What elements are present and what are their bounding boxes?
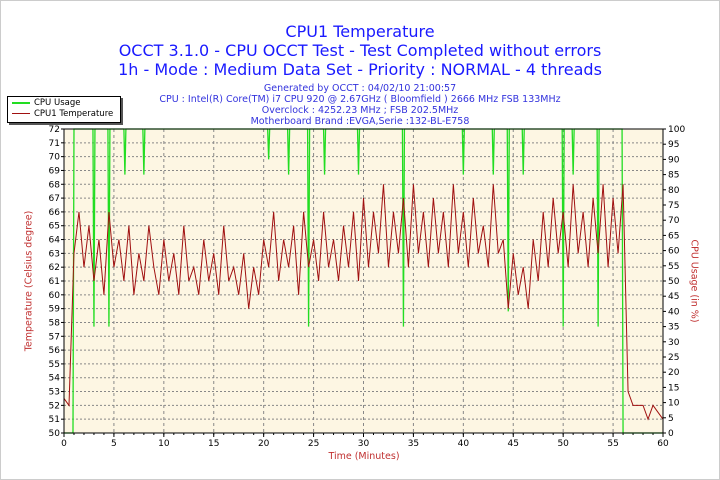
x-tick-label: 55 xyxy=(607,439,618,449)
y2-tick-label: 25 xyxy=(668,353,679,363)
legend-label: CPU Usage xyxy=(34,98,81,108)
temperature-line xyxy=(63,184,664,421)
x-tick-label: 50 xyxy=(557,439,569,449)
y2-tick-label: 85 xyxy=(668,171,679,181)
y-tick-label: 52 xyxy=(49,401,60,411)
legend: CPU Usage CPU1 Temperature xyxy=(7,96,121,123)
y-tick-label: 69 xyxy=(49,166,61,176)
legend-label: CPU1 Temperature xyxy=(34,109,114,119)
generated-info: Generated by OCCT : 04/02/10 21:00:57 xyxy=(263,83,457,94)
x-tick-label: 35 xyxy=(408,439,419,449)
y2-tick-label: 10 xyxy=(668,399,680,409)
y-tick-label: 70 xyxy=(49,153,61,163)
y-tick-label: 61 xyxy=(49,277,60,287)
y2-tick-label: 90 xyxy=(668,155,680,165)
y2-tick-label: 5 xyxy=(668,414,674,424)
y2-tick-label: 50 xyxy=(668,277,680,287)
motherboard-info: Motherboard Brand :EVGA,Serie :132-BL-E7… xyxy=(250,116,470,127)
y2-tick-label: 70 xyxy=(668,216,680,226)
legend-item-temperature: CPU1 Temperature xyxy=(12,109,113,120)
y2-tick-label: 15 xyxy=(668,383,679,393)
overclock-info: Overclock : 4252.23 MHz ; FSB 202.5MHz xyxy=(261,105,459,116)
y-tick-label: 58 xyxy=(49,318,61,328)
y2-tick-label: 80 xyxy=(668,186,680,196)
y2-tick-label: 75 xyxy=(668,201,679,211)
plot-border xyxy=(63,128,664,434)
x-tick-label: 45 xyxy=(508,439,519,449)
x-tick-label: 20 xyxy=(258,439,270,449)
y-tick-label: 62 xyxy=(49,263,60,273)
y-axis-label: Temperature (Celsius degree) xyxy=(23,210,35,352)
chart-subtitle-test: OCCT 3.1.0 - CPU OCCT Test - Test Comple… xyxy=(118,41,602,60)
y-tick-label: 64 xyxy=(49,236,61,246)
y2-tick-label: 65 xyxy=(668,231,679,241)
legend-item-cpu-usage: CPU Usage xyxy=(12,98,80,109)
y-tick-label: 72 xyxy=(49,125,60,135)
y2-tick-label: 20 xyxy=(668,368,680,378)
x-axis-label: Time (Minutes) xyxy=(328,451,400,462)
y-tick-label: 56 xyxy=(49,346,61,356)
legend-swatch xyxy=(12,101,30,104)
y2-tick-label: 45 xyxy=(668,292,679,302)
cpu-info: CPU : Intel(R) Core(TM) i7 CPU 920 @ 2.6… xyxy=(159,94,561,105)
y2-tick-label: 60 xyxy=(668,247,680,257)
y-tick-label: 67 xyxy=(49,194,60,204)
y-tick-label: 63 xyxy=(49,249,60,259)
x-tick-label: 10 xyxy=(158,439,170,449)
y2-tick-label: 100 xyxy=(668,125,685,135)
y-tick-label: 60 xyxy=(49,291,61,301)
x-tick-label: 40 xyxy=(458,439,470,449)
y2-tick-label: 95 xyxy=(668,140,679,150)
x-tick-label: 5 xyxy=(111,439,117,449)
y2-axis-label: CPU Usage (in %) xyxy=(688,239,700,323)
x-tick-label: 25 xyxy=(308,439,319,449)
y-tick-label: 57 xyxy=(49,332,60,342)
y-tick-label: 50 xyxy=(49,429,61,439)
chart-title: CPU1 Temperature xyxy=(285,22,435,41)
y2-tick-label: 55 xyxy=(668,262,679,272)
y-tick-label: 66 xyxy=(49,208,61,218)
y-tick-label: 55 xyxy=(49,360,60,370)
y-tick-label: 59 xyxy=(49,305,61,315)
chart-subtitle-mode: 1h - Mode : Medium Data Set - Priority :… xyxy=(118,60,602,79)
y2-tick-label: 30 xyxy=(668,338,680,348)
x-tick-label: 0 xyxy=(61,439,67,449)
legend-swatch xyxy=(12,113,30,114)
cpu-usage-line xyxy=(64,128,663,434)
x-tick-label: 60 xyxy=(657,439,669,449)
y-tick-label: 54 xyxy=(49,374,61,384)
y-tick-label: 71 xyxy=(49,139,60,149)
y-tick-label: 53 xyxy=(49,388,60,398)
y-tick-label: 65 xyxy=(49,222,60,232)
y-tick-label: 68 xyxy=(49,180,61,190)
x-tick-label: 30 xyxy=(358,439,370,449)
y2-tick-label: 35 xyxy=(668,323,679,333)
y2-tick-label: 0 xyxy=(668,429,674,439)
x-tick-label: 15 xyxy=(208,439,219,449)
y-tick-label: 51 xyxy=(49,415,60,425)
y2-tick-label: 40 xyxy=(668,307,680,317)
